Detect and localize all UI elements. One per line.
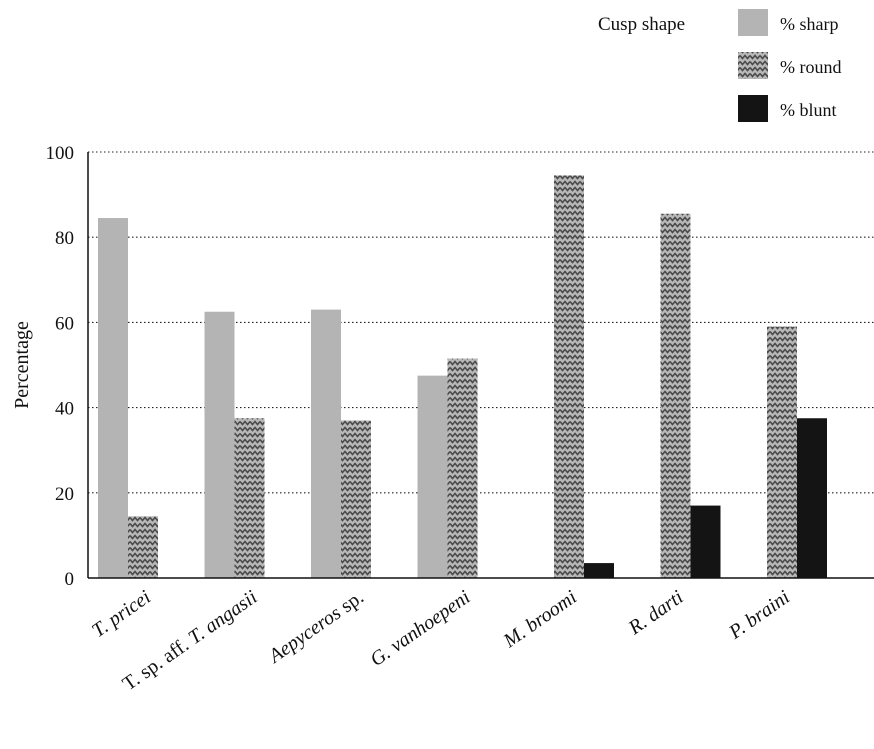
bar xyxy=(341,420,371,578)
x-tick-label: M. broomi xyxy=(499,586,581,653)
y-tick-label: 40 xyxy=(55,399,74,420)
legend-title: Cusp shape xyxy=(598,14,685,35)
bar xyxy=(128,516,158,578)
y-axis-ticks: 0 20 40 60 80 100 xyxy=(46,143,75,590)
y-tick-label: 0 xyxy=(65,569,75,590)
y-tick-label: 20 xyxy=(55,484,74,505)
y-tick-label: 80 xyxy=(55,228,74,249)
bar xyxy=(690,505,721,578)
y-tick-label: 100 xyxy=(46,143,75,164)
bar xyxy=(660,213,691,578)
legend-entry: % blunt xyxy=(780,100,837,120)
bar xyxy=(584,563,614,578)
x-tick-label-part: G. vanhoepeni xyxy=(366,586,474,671)
x-tick-label-part: M. broomi xyxy=(499,586,581,653)
grid xyxy=(88,151,874,494)
x-tick-label: R. darti xyxy=(624,586,688,640)
bar xyxy=(447,358,478,578)
x-tick-label-part: T. angasii xyxy=(184,586,261,649)
axes xyxy=(87,152,874,579)
legend-entry: % round xyxy=(780,57,842,77)
legend-entry: % sharp xyxy=(780,14,838,34)
x-tick-label-part: R. darti xyxy=(624,586,688,640)
legend-swatch xyxy=(738,52,768,79)
x-tick-label: P. braini xyxy=(724,586,794,644)
x-tick-label: T. pricei xyxy=(88,586,155,642)
bar xyxy=(554,175,584,578)
legend: Cusp shape % sharp % round % blunt xyxy=(598,9,842,122)
bar xyxy=(311,309,341,578)
bar xyxy=(234,418,265,578)
bar xyxy=(797,418,827,578)
x-tick-label-part: P. braini xyxy=(724,586,794,644)
legend-swatch xyxy=(738,9,768,36)
x-tick-label-part: T. pricei xyxy=(88,586,155,642)
bar xyxy=(767,326,797,578)
x-tick-label-part: Aepyceros xyxy=(263,602,345,669)
y-tick-label: 60 xyxy=(55,313,74,334)
bar xyxy=(204,311,235,578)
bar xyxy=(98,218,128,578)
y-axis-label: Percentage xyxy=(11,321,33,409)
bars xyxy=(98,175,827,578)
x-tick-label: G. vanhoepeni xyxy=(366,586,474,671)
x-tick-label: Aepyceros sp. xyxy=(263,586,368,668)
bar xyxy=(417,375,448,578)
x-tick-label-part: T. sp. aff. xyxy=(119,631,197,695)
legend-swatch xyxy=(738,95,768,122)
